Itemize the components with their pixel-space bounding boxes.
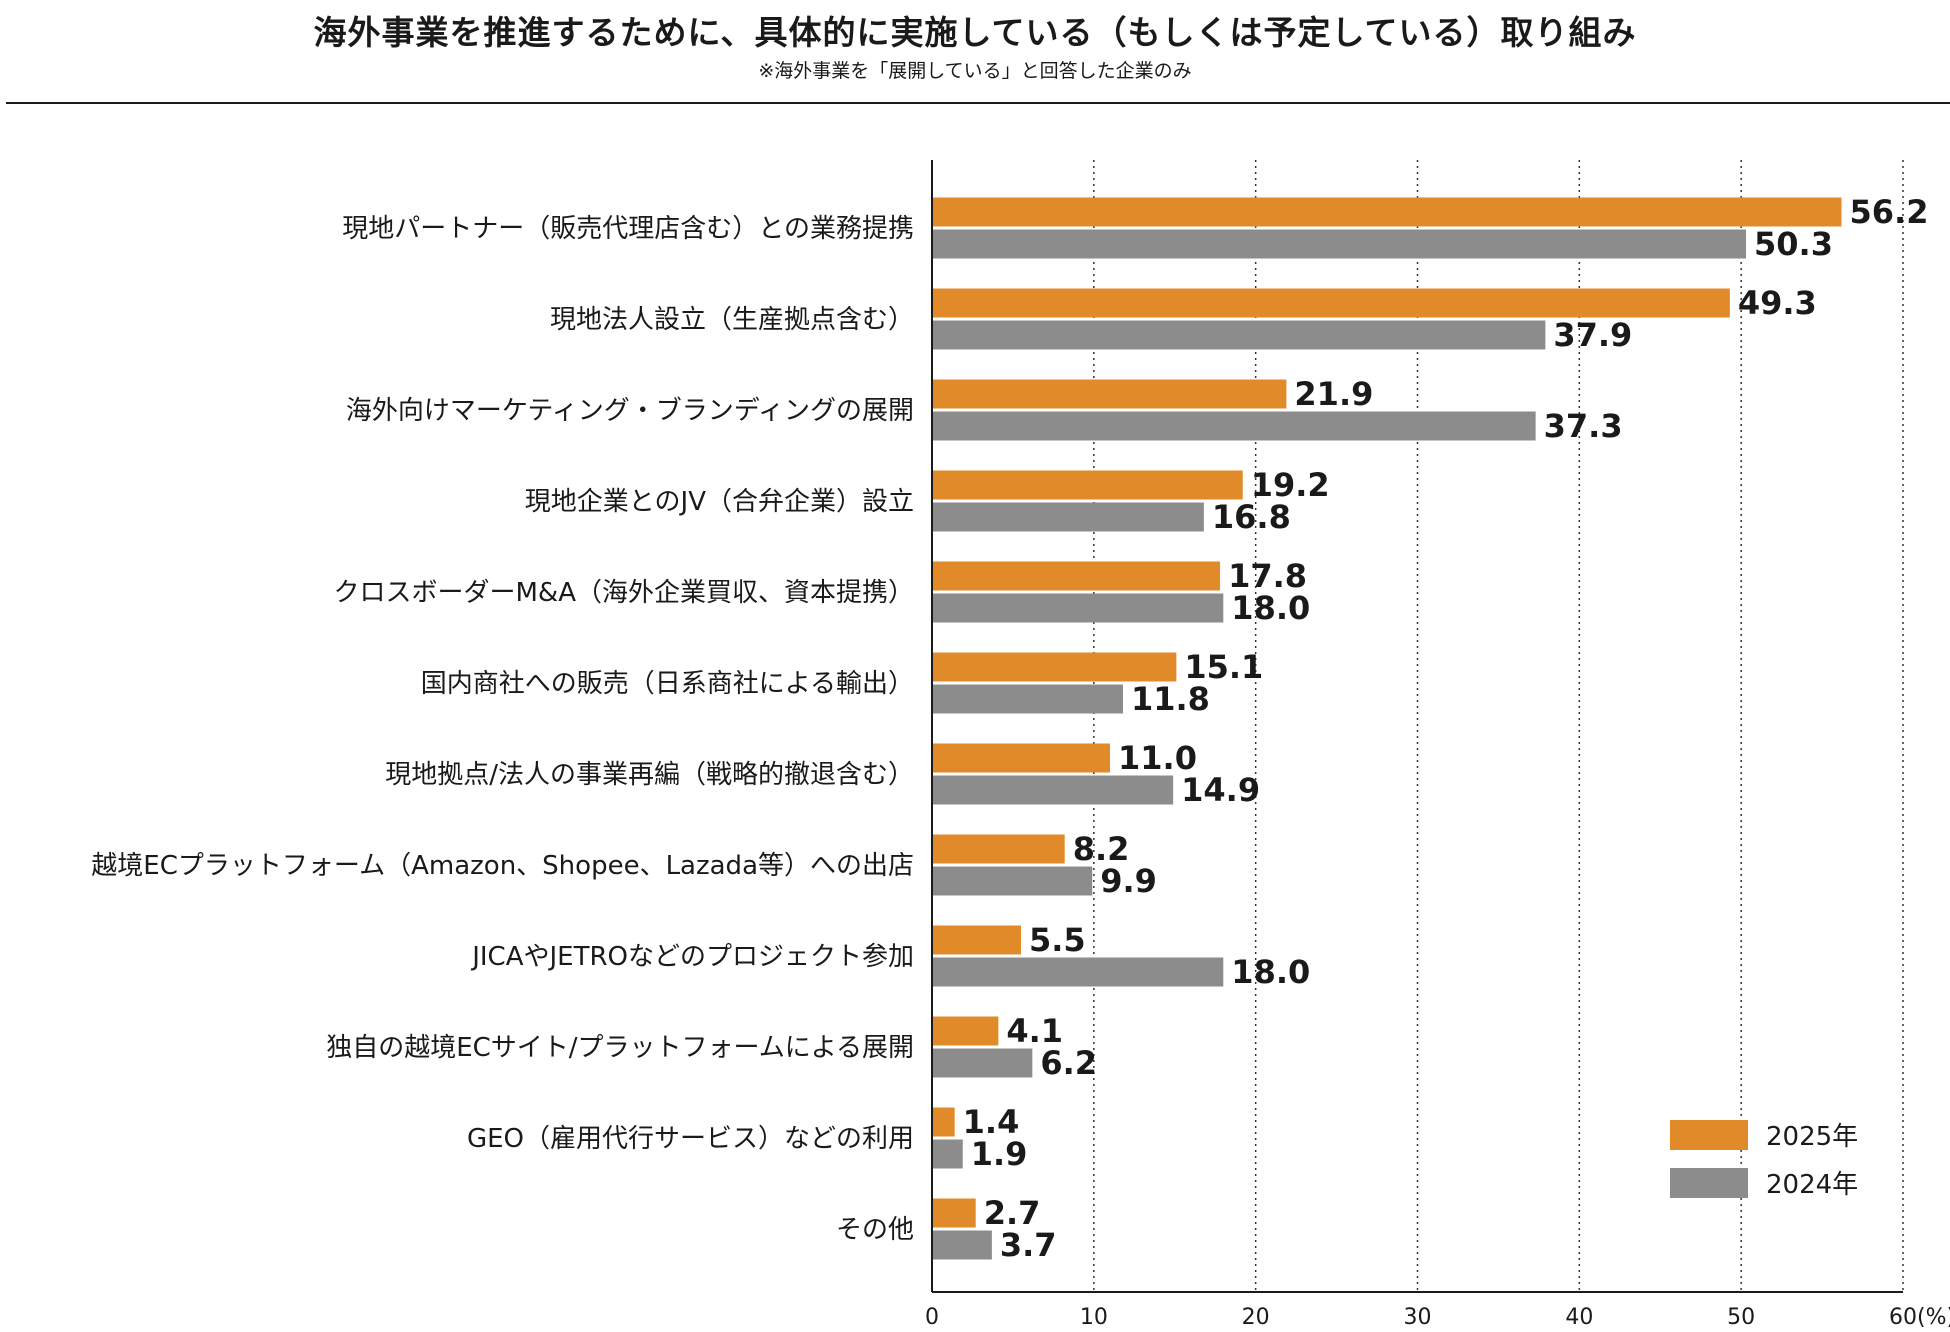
x-unit-label: (%) (1917, 1305, 1950, 1330)
data-label: 1.9 (971, 1135, 1028, 1173)
bar-2024 (932, 411, 1536, 441)
data-label: 37.9 (1553, 316, 1632, 354)
category-label: クロスボーダーM&A（海外企業買収、資本提携） (334, 578, 915, 608)
category-label: 現地拠点/法人の事業再編（戦略的撤退含む） (385, 760, 914, 790)
bar-2024 (932, 502, 1204, 532)
data-label: 17.8 (1228, 557, 1307, 595)
bar-2025 (932, 1198, 976, 1228)
data-label: 49.3 (1738, 284, 1817, 322)
legend-swatch-2025 (1670, 1120, 1748, 1150)
chart-subtitle: ※海外事業を「展開している」と回答した企業のみ (758, 60, 1192, 82)
bar-2025 (932, 925, 1022, 955)
category-label: その他 (836, 1215, 914, 1245)
bar-2024 (932, 957, 1224, 987)
data-label: 18.0 (1231, 953, 1310, 991)
x-tick-label: 30 (1404, 1305, 1432, 1330)
x-tick-label: 20 (1242, 1305, 1270, 1330)
x-tick-label: 50 (1727, 1305, 1755, 1330)
bar-2025 (932, 743, 1111, 773)
data-label: 1.4 (963, 1103, 1020, 1141)
bar-2024 (932, 593, 1224, 623)
data-label: 50.3 (1754, 225, 1833, 263)
bar-2024 (932, 1048, 1033, 1078)
data-label: 2.7 (984, 1194, 1041, 1232)
bar-2025 (932, 561, 1221, 591)
category-label: 現地企業とのJV（合弁企業）設立 (525, 487, 914, 517)
bar-2024 (932, 1139, 963, 1169)
data-label: 19.2 (1251, 466, 1330, 504)
data-label: 8.2 (1073, 830, 1130, 868)
x-tick-label: 60 (1889, 1305, 1917, 1330)
bar-2025 (932, 197, 1842, 227)
data-label: 37.3 (1544, 407, 1623, 445)
x-tick-label: 40 (1565, 1305, 1593, 1330)
bar-2024 (932, 866, 1093, 896)
bar-2024 (932, 229, 1747, 259)
category-label: 越境ECプラットフォーム（Amazon、Shopee、Lazada等）への出店 (91, 851, 914, 881)
data-label: 4.1 (1006, 1012, 1063, 1050)
data-label: 5.5 (1029, 921, 1086, 959)
chart-title: 海外事業を推進するために、具体的に実施している（もしくは予定している）取り組み (313, 13, 1637, 52)
data-label: 11.0 (1118, 739, 1197, 777)
bar-2024 (932, 684, 1123, 714)
bar-2025 (932, 470, 1243, 500)
legend-label: 2024年 (1766, 1170, 1858, 1200)
bar-2025 (932, 652, 1177, 682)
legend-label: 2025年 (1766, 1122, 1858, 1152)
category-label: JICAやJETROなどのプロジェクト参加 (470, 942, 914, 972)
x-tick-label: 0 (925, 1305, 939, 1330)
category-label: 現地パートナー（販売代理店含む）との業務提携 (342, 214, 914, 244)
category-label: 独自の越境ECサイト/プラットフォームによる展開 (326, 1033, 914, 1063)
data-label: 6.2 (1040, 1044, 1097, 1082)
bar-2025 (932, 288, 1730, 318)
title-divider (6, 102, 1950, 104)
data-label: 21.9 (1294, 375, 1373, 413)
category-label: 国内商社への販売（日系商社による輸出） (421, 669, 914, 699)
legend-swatch-2024 (1670, 1168, 1748, 1198)
data-label: 14.9 (1181, 771, 1260, 809)
bar-2025 (932, 1016, 999, 1046)
data-label: 15.1 (1184, 648, 1263, 686)
x-tick-label: 10 (1080, 1305, 1108, 1330)
bar-2024 (932, 775, 1174, 805)
data-label: 3.7 (1000, 1226, 1057, 1264)
category-label: 現地法人設立（生産拠点含む） (550, 305, 914, 335)
data-label: 56.2 (1850, 193, 1929, 231)
data-label: 9.9 (1100, 862, 1157, 900)
bar-2024 (932, 320, 1546, 350)
data-label: 11.8 (1131, 680, 1210, 718)
bar-2024 (932, 1230, 992, 1260)
data-label: 18.0 (1231, 589, 1310, 627)
category-label: 海外向けマーケティング・ブランディングの展開 (346, 396, 914, 426)
bar-2025 (932, 834, 1065, 864)
bar-2025 (932, 1107, 955, 1137)
data-label: 16.8 (1212, 498, 1291, 536)
category-label: GEO（雇用代行サービス）などの利用 (467, 1124, 914, 1154)
bar-2025 (932, 379, 1287, 409)
